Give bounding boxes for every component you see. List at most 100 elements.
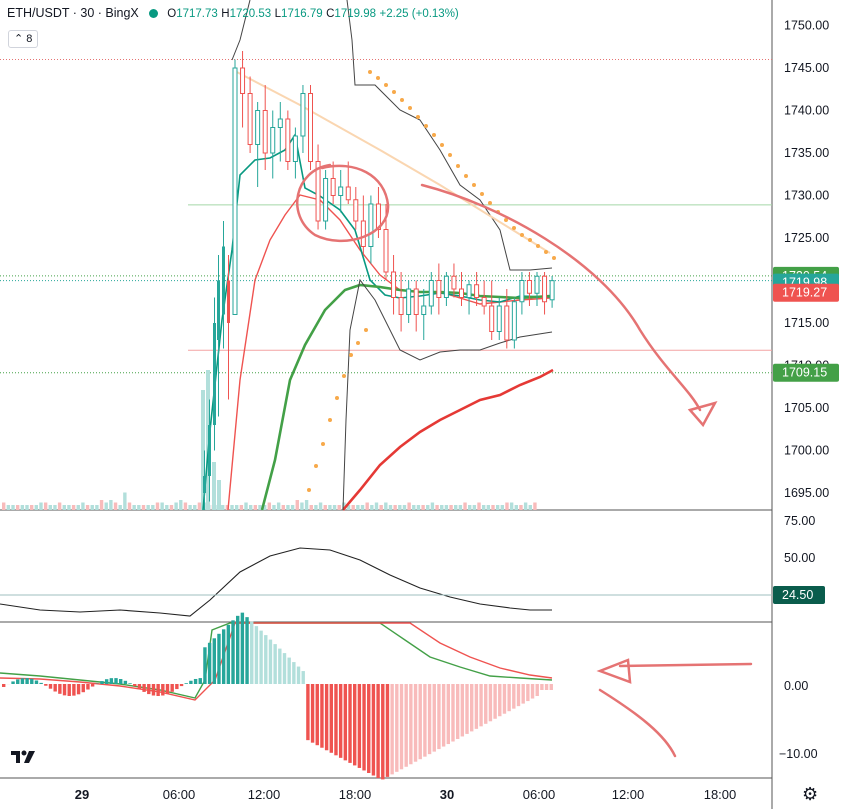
sar-dot — [368, 70, 372, 74]
volume-bar — [221, 505, 225, 510]
rsi-line — [0, 547, 552, 617]
volume-bar — [290, 505, 295, 510]
candle-body — [496, 305, 502, 332]
macd-histogram-bar — [259, 630, 263, 684]
macd-histogram-bar — [512, 684, 516, 709]
band-lower — [342, 278, 553, 511]
volume-bar — [486, 505, 491, 510]
macd-histogram-bar — [390, 684, 394, 775]
macd-histogram-bar — [423, 684, 427, 757]
macd-histogram-bar — [268, 639, 273, 684]
volume-bar — [146, 505, 150, 510]
volume-bar — [141, 505, 146, 510]
volume-bar — [258, 505, 262, 510]
time-tick-label: 12:00 — [612, 787, 645, 802]
sar-dot — [456, 164, 460, 168]
macd-histogram-bar — [516, 684, 521, 707]
price-tick-label: 1745.00 — [784, 61, 829, 75]
open-label: O — [167, 8, 177, 20]
sar-dot — [520, 233, 524, 237]
high-value: 1720.53 — [229, 8, 272, 20]
macd-histogram-bar — [460, 684, 465, 737]
volume-bar — [295, 500, 299, 510]
macd-histogram-bar — [48, 684, 53, 689]
candle-body — [474, 284, 480, 298]
macd-histogram-bar — [245, 617, 249, 684]
macd-histogram-bar — [334, 684, 338, 756]
candle-body — [489, 305, 495, 332]
volume-bar — [304, 500, 309, 510]
volume-bar — [356, 505, 360, 510]
macd-histogram-bar — [535, 684, 539, 697]
volume-bar — [374, 502, 379, 510]
macd-histogram-bar — [544, 684, 549, 690]
symbol-label[interactable]: ETH/USDT · 30 · BingX — [7, 6, 139, 20]
volume-bar — [444, 505, 449, 510]
macd-histogram-bar — [151, 684, 156, 696]
sar-dot — [314, 464, 318, 468]
volume-bar — [43, 502, 48, 510]
close-label: C — [326, 8, 335, 20]
gear-icon[interactable]: ⚙ — [802, 784, 819, 804]
candle-body — [227, 280, 230, 323]
macd-histogram-bar — [348, 684, 352, 763]
candle-body — [542, 275, 548, 303]
volume-bar — [286, 505, 290, 510]
price-badge-label: 1709.15 — [782, 366, 827, 380]
macd-histogram-bar — [109, 678, 114, 684]
macd-histogram-bar — [371, 684, 376, 776]
sar-dot — [464, 174, 468, 178]
volume-bar — [440, 505, 444, 510]
candle-body — [368, 203, 374, 247]
macd-histogram-bar — [175, 684, 179, 690]
macd-pane — [2, 612, 553, 780]
indicators-collapse-button[interactable]: ⌃ 8 — [8, 30, 39, 48]
sar-dot — [440, 143, 444, 147]
candle-body — [436, 280, 442, 298]
volume-bar — [267, 502, 272, 510]
candle-body — [413, 288, 419, 315]
candle-body — [345, 186, 351, 201]
candle-body — [519, 280, 525, 303]
volume-bar — [393, 505, 397, 510]
volume-bar — [458, 505, 463, 510]
annotation-arrowhead — [596, 658, 632, 684]
annotation-curve — [598, 688, 677, 758]
sar-dot — [512, 226, 516, 230]
price-tick-label: 1740.00 — [784, 104, 829, 118]
macd-histogram-bar — [236, 615, 240, 684]
annotation-circle — [296, 163, 390, 243]
macd-histogram-bar — [418, 684, 422, 760]
macd-histogram-bar — [39, 682, 43, 684]
volume-bar — [160, 502, 164, 510]
candle-body — [208, 425, 211, 476]
sma-green-line — [260, 283, 551, 511]
volume-bar — [416, 505, 421, 510]
macd-histogram-bar — [404, 684, 408, 767]
volume-bar — [104, 502, 108, 510]
rsi-tick-label: 50.00 — [784, 551, 815, 565]
volume-bar — [388, 505, 393, 510]
macd-histogram-bar — [521, 684, 525, 704]
candle-body — [398, 297, 404, 315]
volume-bar — [2, 502, 6, 510]
volume-bar — [523, 502, 528, 510]
macd-histogram-bar — [329, 684, 333, 753]
volume-bar — [407, 502, 411, 510]
candle-body — [292, 135, 298, 162]
volume-bar — [11, 505, 15, 510]
volume-bar — [528, 505, 532, 510]
annotation-arrowhead — [687, 400, 718, 428]
volume-bar — [62, 505, 66, 510]
low-label: L — [274, 8, 282, 20]
volume-bar — [99, 500, 104, 510]
volume-bar — [132, 505, 136, 510]
volume-bar — [29, 505, 34, 510]
volume-bar — [15, 505, 20, 510]
volume-bar — [370, 505, 374, 510]
macd-histogram-bar — [100, 681, 104, 684]
tradingview-logo-icon[interactable] — [9, 745, 39, 769]
price-tick-label: 1725.00 — [784, 231, 829, 245]
volume-bar — [300, 502, 304, 510]
